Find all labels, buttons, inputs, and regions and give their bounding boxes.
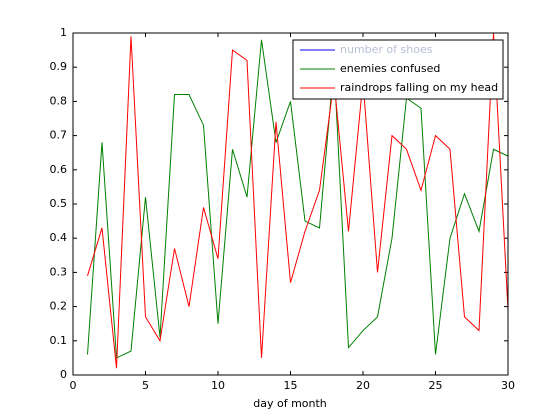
y-tick-label: 0.9 xyxy=(50,60,68,73)
y-tick-label: 0.8 xyxy=(50,94,68,107)
legend-label: number of shoes xyxy=(340,43,433,56)
legend-label: raindrops falling on my head xyxy=(340,81,498,94)
x-tick-label: 10 xyxy=(211,379,225,392)
x-tick-label: 25 xyxy=(429,379,443,392)
axes-box xyxy=(72,32,509,376)
y-tick-label: 0.5 xyxy=(50,197,68,210)
x-axis-label: day of month xyxy=(253,397,327,410)
y-tick-label: 0.3 xyxy=(50,265,68,278)
series-line xyxy=(87,39,509,359)
series-line xyxy=(87,32,509,369)
y-tick-label: 1 xyxy=(60,26,67,39)
x-tick-label: 20 xyxy=(356,379,370,392)
y-tick-label: 0.1 xyxy=(50,334,68,347)
x-tick-label: 5 xyxy=(142,379,149,392)
y-tick-label: 0.7 xyxy=(50,129,68,142)
x-tick-label: 15 xyxy=(284,379,298,392)
x-tick-label: 0 xyxy=(70,379,77,392)
x-tick-label: 30 xyxy=(501,379,515,392)
y-tick-label: 0.2 xyxy=(50,300,68,313)
y-tick-label: 0.6 xyxy=(50,163,68,176)
y-tick-label: 0.4 xyxy=(50,231,68,244)
legend-label: enemies confused xyxy=(340,62,440,75)
y-tick-label: 0 xyxy=(60,368,67,381)
